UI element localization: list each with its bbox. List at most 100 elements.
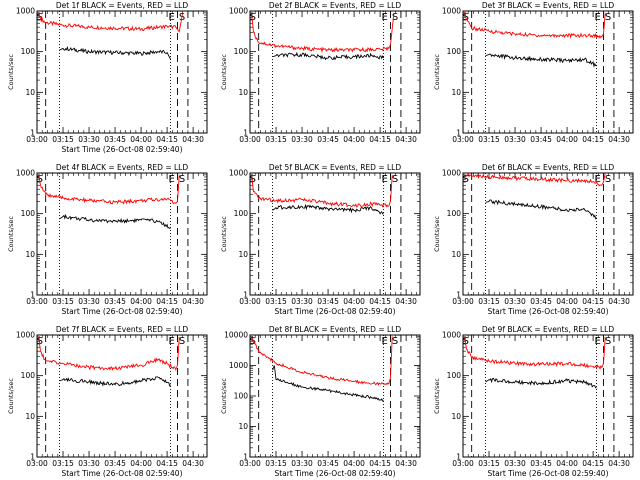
x-tick-label: 03:45 — [104, 135, 126, 144]
y-tick-label: 1 — [30, 291, 35, 300]
y-tick-label: 1000 — [16, 331, 35, 340]
lld-rate-line — [251, 12, 395, 54]
plot-frame — [249, 172, 421, 296]
y-tick-label: 100 — [234, 209, 249, 218]
event-rate-line — [272, 203, 384, 215]
x-tick-label: 04:30 — [182, 297, 204, 306]
y-tick-label: 10 — [451, 412, 461, 421]
start-label-right: S — [179, 336, 185, 347]
x-tick-label: 03:15 — [478, 135, 500, 144]
x-tick-label: 03:30 — [504, 135, 526, 144]
event-rate-line — [59, 45, 171, 60]
lld-rate-line — [464, 11, 606, 40]
x-tick-label: 04:30 — [182, 459, 204, 468]
x-tick-label: 03:15 — [52, 459, 74, 468]
chart-panel-4: Det 4f BLACK = Events, RED = LLD Counts/s… — [7, 163, 208, 316]
x-tick-label: 03:00 — [452, 135, 474, 144]
y-tick-label: 100 — [447, 47, 462, 56]
y-axis-label: Counts/sec — [433, 54, 441, 90]
y-tick-label: 1 — [456, 291, 461, 300]
lld-rate-line — [38, 174, 180, 205]
end-label: E — [169, 174, 175, 185]
x-tick-label: 03:15 — [478, 459, 500, 468]
end-label: E — [382, 174, 388, 185]
x-axis-label: Start Time (26-Oct-08 02:59:40) — [61, 145, 182, 154]
y-axis-label: Counts/sec — [7, 378, 15, 414]
x-tick-label: 03:15 — [52, 297, 74, 306]
chart-title: Det 2f BLACK = Events, RED = LLD — [269, 1, 402, 10]
y-tick-label: 1000 — [442, 169, 461, 178]
x-tick-label: 04:15 — [582, 459, 604, 468]
event-rate-line — [485, 53, 597, 68]
x-tick-label: 03:30 — [78, 135, 100, 144]
x-axis-label: Start Time (26-Oct-08 02:59:40) — [487, 469, 608, 478]
x-tick-label: 04:15 — [369, 135, 391, 144]
y-tick-label: 1000 — [229, 361, 248, 370]
y-tick-label: 1000 — [16, 7, 35, 16]
start-label-left: S — [250, 12, 256, 23]
start-label-left: S — [250, 174, 256, 185]
x-tick-label: 03:45 — [530, 459, 552, 468]
x-tick-label: 03:15 — [52, 135, 74, 144]
y-axis-label: Counts/sec — [7, 216, 15, 252]
x-tick-label: 03:30 — [291, 135, 313, 144]
y-axis-label: Counts/sec — [220, 378, 228, 414]
x-tick-label: 04:00 — [130, 459, 152, 468]
x-tick-label: 03:30 — [504, 459, 526, 468]
y-tick-label: 10 — [451, 88, 461, 97]
x-tick-label: 03:15 — [265, 459, 287, 468]
chart-title: Det 8f BLACK = Events, RED = LLD — [269, 325, 402, 334]
x-tick-label: 03:45 — [317, 297, 339, 306]
y-tick-label: 100 — [21, 371, 36, 380]
lld-rate-line — [464, 172, 606, 187]
x-tick-label: 03:00 — [239, 135, 261, 144]
chart-panel-6: Det 6f BLACK = Events, RED = LLD Counts/s… — [433, 163, 634, 316]
lld-rate-line — [38, 336, 180, 371]
plot-frame — [36, 172, 208, 296]
start-label-left: S — [463, 336, 469, 347]
x-tick-label: 03:30 — [504, 297, 526, 306]
event-rate-line — [59, 376, 171, 387]
x-tick-label: 03:00 — [26, 135, 48, 144]
chart-panel-9: Det 9f BLACK = Events, RED = LLD Counts/s… — [433, 325, 634, 478]
y-tick-label: 10 — [238, 422, 248, 431]
plot-frame — [36, 10, 208, 134]
y-tick-label: 10 — [25, 250, 35, 259]
x-tick-label: 03:30 — [78, 297, 100, 306]
event-rate-line — [272, 365, 384, 402]
y-tick-label: 100 — [234, 47, 249, 56]
x-tick-label: 04:15 — [369, 297, 391, 306]
x-tick-label: 04:00 — [556, 135, 578, 144]
x-tick-label: 03:00 — [26, 459, 48, 468]
plot-frame — [36, 334, 208, 458]
y-axis-label: Counts/sec — [220, 54, 228, 90]
x-tick-label: 03:45 — [530, 135, 552, 144]
plot-frame — [462, 10, 634, 134]
end-label: E — [382, 12, 388, 23]
chart-panel-8: Det 8f BLACK = Events, RED = LLD Counts/s… — [220, 325, 421, 478]
chart-panel-7: Det 7f BLACK = Events, RED = LLD Counts/s… — [7, 325, 208, 478]
x-tick-label: 03:45 — [317, 135, 339, 144]
y-tick-label: 1 — [456, 129, 461, 138]
x-tick-label: 04:00 — [556, 459, 578, 468]
x-tick-label: 03:15 — [265, 297, 287, 306]
start-label-right: S — [605, 336, 611, 347]
x-tick-label: 04:15 — [156, 459, 178, 468]
start-label-right: S — [392, 336, 398, 347]
x-tick-label: 03:00 — [239, 297, 261, 306]
end-label: E — [169, 336, 175, 347]
start-label-right: S — [605, 12, 611, 23]
y-tick-label: 10 — [238, 250, 248, 259]
x-tick-label: 03:00 — [26, 297, 48, 306]
x-tick-label: 04:15 — [369, 459, 391, 468]
x-tick-label: 04:30 — [182, 135, 204, 144]
x-tick-label: 04:30 — [608, 135, 630, 144]
x-tick-label: 03:30 — [291, 459, 313, 468]
x-tick-label: 03:15 — [478, 297, 500, 306]
chart-title: Det 9f BLACK = Events, RED = LLD — [482, 325, 615, 334]
y-tick-label: 1 — [456, 453, 461, 462]
chart-panel-1: Det 1f BLACK = Events, RED = LLD Counts/s… — [7, 1, 208, 154]
end-label: E — [595, 174, 601, 185]
x-tick-label: 04:30 — [608, 459, 630, 468]
